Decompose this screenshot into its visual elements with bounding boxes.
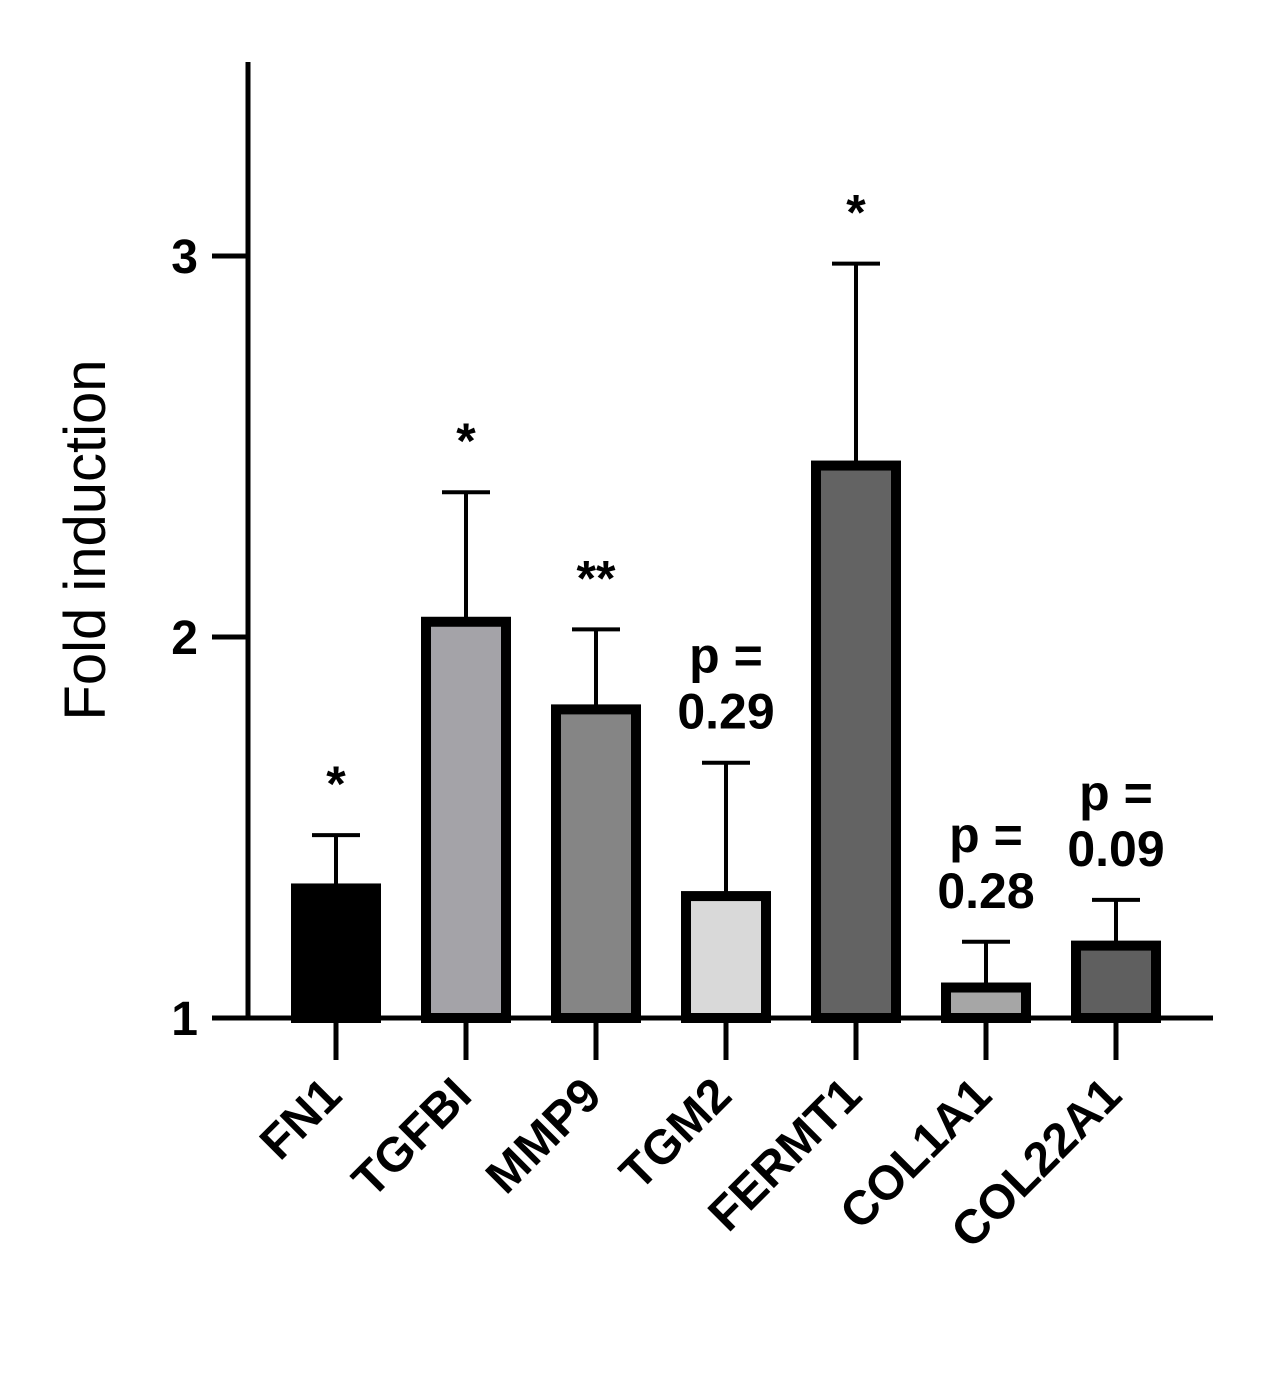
bar-col1a1 bbox=[941, 982, 1031, 1024]
bar-col22a1 bbox=[1071, 940, 1161, 1023]
annotation-tgfbi-0: * bbox=[456, 413, 476, 469]
annotation-tgm2-0: p = bbox=[689, 628, 763, 684]
annotation-col1a1-0: p = bbox=[949, 807, 1023, 863]
annotation-col22a1-1: 0.09 bbox=[1067, 821, 1164, 877]
x-tick-label-tgfbi: TGFBI bbox=[342, 1068, 481, 1207]
bar-fermt1 bbox=[811, 460, 901, 1023]
annotation-col22a1-0: p = bbox=[1079, 765, 1153, 821]
annotation-fn1-0: * bbox=[326, 756, 346, 812]
error-bars-layer bbox=[312, 261, 1140, 988]
bar-fn1 bbox=[291, 883, 381, 1024]
annotation-mmp9-0: ** bbox=[577, 550, 616, 606]
bar-tgm2 bbox=[681, 891, 771, 1024]
axes-layer bbox=[212, 62, 1213, 1060]
y-tick-label-2: 2 bbox=[171, 612, 198, 665]
bar-mmp9 bbox=[551, 704, 641, 1023]
annotation-fermt1-0: * bbox=[846, 185, 866, 241]
y-tick-label-3: 3 bbox=[171, 231, 198, 284]
annotation-tgm2-1: 0.29 bbox=[677, 684, 774, 740]
x-tick-label-mmp9: MMP9 bbox=[476, 1068, 612, 1204]
y-tick-label-1: 1 bbox=[171, 993, 198, 1046]
bar-tgfbi bbox=[421, 616, 511, 1023]
x-tick-label-fn1: FN1 bbox=[250, 1068, 352, 1170]
y-axis-label: Fold induction bbox=[53, 359, 118, 720]
annotation-col1a1-1: 0.28 bbox=[937, 863, 1034, 919]
bars-layer bbox=[291, 460, 1161, 1024]
